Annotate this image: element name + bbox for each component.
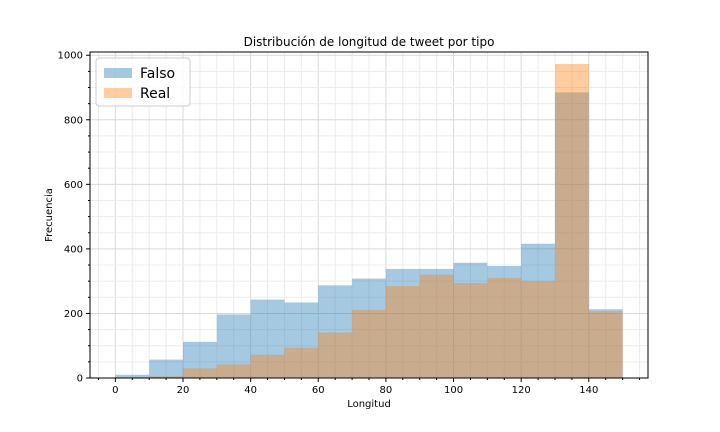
axis-ticks: 0 20 40 60 80 100 120 140 0 200 400 600 800 1000 [58,51,641,396]
bar-real [385,286,420,378]
x-tick-label: 140 [579,385,598,396]
x-tick-label: 20 [177,385,190,396]
bar-real [453,283,488,378]
bar-real [183,368,217,378]
bar-falso [149,359,183,378]
bar-falso [521,243,555,378]
y-tick-label: 200 [64,309,83,320]
bar-falso [250,299,285,378]
legend-box [95,57,191,107]
bar-real [588,311,623,378]
bar-real [521,280,555,378]
legend: Falso Real [95,57,191,107]
x-tick-label: 60 [312,385,325,396]
bar-falso [453,262,488,378]
x-tick-label: 0 [112,385,118,396]
bar-falso [318,285,353,378]
bar-real [352,309,386,378]
y-tick-label: 400 [64,244,83,255]
bar-falso [183,341,217,378]
bars [115,63,623,379]
bar-falso [284,302,319,378]
bar-real [250,354,285,378]
legend-swatch-real [104,88,132,98]
legend-label-falso: Falso [140,66,175,82]
y-tick-label: 1000 [58,51,83,62]
x-tick-label: 40 [244,385,257,396]
bar-falso [352,278,386,378]
bar-real [487,277,522,378]
chart-title: Distribución de longitud de tweet por ti… [244,35,495,49]
bar-falso [419,268,454,378]
bar-falso [115,374,150,378]
legend-swatch-falso [104,68,132,78]
bar-real [149,376,183,378]
bar-real [419,274,454,378]
series-real [115,63,623,379]
y-tick-label: 600 [64,180,83,191]
x-axis-label: Longitud [347,399,391,410]
legend-label-real: Real [140,86,170,102]
series-falso [115,92,623,379]
y-axis-label: Frecuencia [44,188,55,242]
bar-falso [555,92,589,379]
x-tick-label: 120 [512,385,531,396]
bar-falso [588,309,623,378]
bar-falso [216,314,251,378]
bar-real [555,63,589,379]
bar-falso [385,268,420,378]
x-tick-label: 80 [380,385,393,396]
y-tick-label: 800 [64,115,83,126]
bar-falso [487,265,522,378]
bar-real [216,364,251,378]
y-tick-label: 0 [77,374,83,385]
bar-real [318,332,353,378]
x-tick-label: 100 [444,385,463,396]
bar-real [284,347,319,378]
